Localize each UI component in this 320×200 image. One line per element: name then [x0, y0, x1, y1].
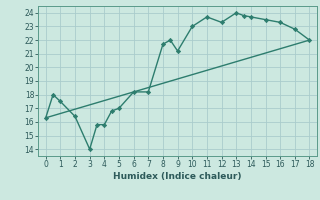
X-axis label: Humidex (Indice chaleur): Humidex (Indice chaleur): [113, 172, 242, 181]
